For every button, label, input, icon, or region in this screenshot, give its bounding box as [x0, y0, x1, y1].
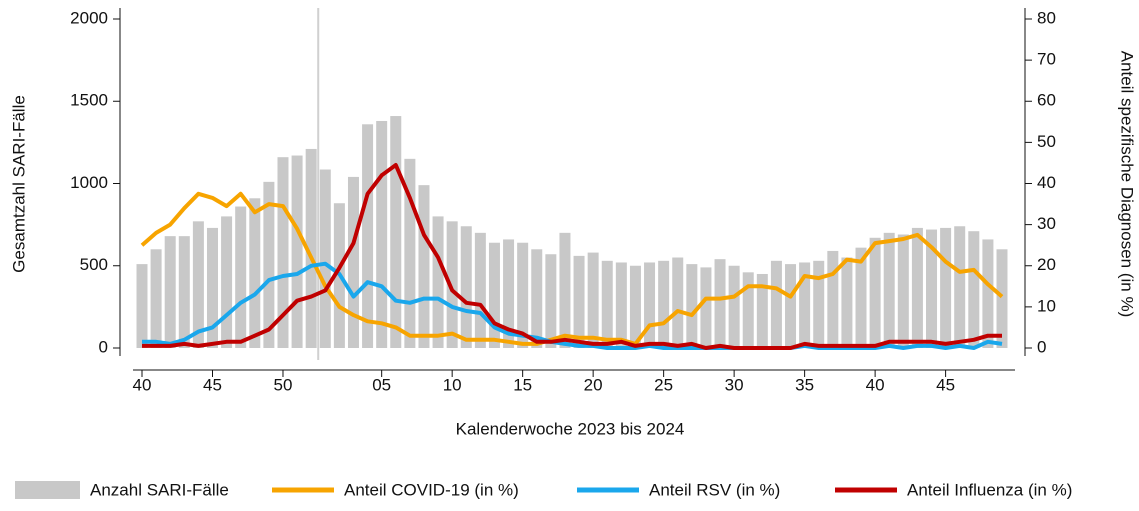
- line: [140, 191, 1004, 346]
- x-tick-label: 30: [725, 375, 744, 394]
- bar: [686, 264, 698, 348]
- bar: [742, 272, 754, 348]
- legend-label: Anzahl SARI-Fälle: [90, 480, 229, 499]
- legend-label: Anteil Influenza (in %): [907, 480, 1072, 499]
- bar: [432, 216, 444, 348]
- bar: [700, 267, 712, 348]
- bar: [672, 257, 684, 348]
- x-tick-label: 50: [274, 375, 293, 394]
- bar: [178, 236, 190, 348]
- bar: [474, 232, 486, 348]
- y2-tick-label: 10: [1037, 296, 1056, 315]
- bar: [150, 249, 162, 348]
- bar: [785, 264, 797, 348]
- bar: [926, 229, 938, 348]
- bar: [376, 120, 388, 349]
- y2-tick-label: 70: [1037, 50, 1056, 69]
- y2-axis-title: Anteil spezifische Diagnosen (in %): [1118, 51, 1137, 317]
- bar: [714, 259, 726, 348]
- y2-tick-label: 50: [1037, 132, 1056, 151]
- bar: [869, 237, 881, 348]
- bar: [897, 234, 909, 348]
- y2-tick-label: 40: [1037, 173, 1056, 192]
- bar: [559, 232, 571, 348]
- x-tick-label: 35: [795, 375, 814, 394]
- bar: [362, 124, 374, 348]
- y2-tick-label: 60: [1037, 91, 1056, 110]
- line: [142, 261, 1003, 350]
- line: [142, 163, 1002, 350]
- y-tick-label: 0: [99, 337, 108, 356]
- bar: [799, 262, 811, 348]
- bar: [573, 255, 585, 348]
- bar: [460, 226, 472, 348]
- x-tick-label: 40: [866, 375, 885, 394]
- bar: [644, 262, 656, 348]
- bar: [841, 257, 853, 348]
- legend-label: Anteil RSV (in %): [649, 480, 780, 499]
- bar: [446, 221, 458, 348]
- y2-tick-label: 0: [1037, 337, 1046, 356]
- x-tick-label: 45: [936, 375, 955, 394]
- bar: [319, 169, 331, 348]
- y-tick-label: 1000: [70, 173, 108, 192]
- bar: [982, 239, 994, 348]
- x-tick-label: 05: [372, 375, 391, 394]
- bar: [615, 262, 627, 348]
- y2-tick-label: 20: [1037, 255, 1056, 274]
- x-tick-label: 45: [203, 375, 222, 394]
- bar: [249, 198, 261, 348]
- y-tick-label: 1500: [70, 91, 108, 110]
- bar: [911, 227, 923, 348]
- y2-tick-label: 30: [1037, 214, 1056, 233]
- bar: [813, 260, 825, 348]
- legend-swatch: [15, 481, 80, 499]
- bar: [756, 273, 768, 348]
- bar: [263, 181, 275, 348]
- y-axis-title: Gesamtzahl SARI-Fälle: [9, 95, 28, 273]
- bar: [728, 265, 740, 348]
- bar: [531, 249, 543, 348]
- bar: [488, 242, 500, 348]
- legend-label: Anteil COVID-19 (in %): [344, 480, 519, 499]
- bar: [503, 239, 515, 348]
- bar: [517, 242, 529, 348]
- x-tick-label: 20: [584, 375, 603, 394]
- bar: [192, 221, 204, 348]
- bar: [390, 116, 402, 349]
- bar: [545, 254, 557, 348]
- bar: [164, 236, 176, 348]
- x-tick-label: 25: [654, 375, 673, 394]
- bar: [855, 247, 867, 348]
- bar: [291, 155, 303, 348]
- bar: [221, 216, 233, 348]
- bar: [629, 265, 641, 348]
- bar: [883, 232, 895, 348]
- bar: [404, 158, 416, 348]
- bar: [347, 176, 359, 348]
- x-tick-label: 40: [133, 375, 152, 394]
- bar: [206, 227, 218, 348]
- bar: [940, 227, 952, 348]
- x-axis-title: Kalenderwoche 2023 bis 2024: [456, 419, 685, 438]
- bar: [418, 185, 430, 348]
- bar: [235, 206, 247, 348]
- bar: [587, 252, 599, 348]
- bar: [277, 157, 289, 348]
- bar: [601, 260, 613, 348]
- bar: [305, 148, 317, 348]
- bar: [658, 260, 670, 348]
- bar: [954, 226, 966, 348]
- x-tick-label: 15: [513, 375, 532, 394]
- y-tick-label: 500: [80, 255, 108, 274]
- bar: [827, 250, 839, 348]
- y-tick-label: 2000: [70, 8, 108, 27]
- bar: [996, 249, 1008, 348]
- x-tick-label: 10: [443, 375, 462, 394]
- bar: [968, 231, 980, 348]
- bar: [136, 264, 148, 348]
- bar: [770, 260, 782, 348]
- y2-tick-label: 80: [1037, 8, 1056, 27]
